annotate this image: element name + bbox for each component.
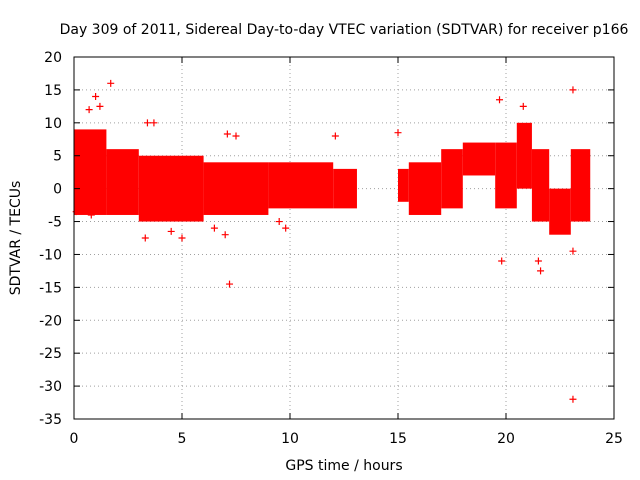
data-point [275,218,283,226]
data-point [221,231,229,239]
data-point [150,119,158,127]
dense-point-band [138,155,204,222]
data-point [498,257,506,265]
y-tick-label: -5 [48,215,62,231]
tick-layer: 0 5 10 15 20 25 -35 -30 -25 -20 -15 -10 -5 0 5 10 15 20 [39,50,623,447]
y-axis-title: SDTVAR / TECUs [8,181,24,296]
y-tick-label: 15 [44,83,62,99]
data-point [282,224,290,232]
y-tick-label: -35 [39,412,62,428]
data-point [226,280,234,288]
data-point [143,119,151,127]
data-point [569,86,577,94]
dense-point-band [516,122,532,189]
y-tick-label: -30 [39,379,62,395]
data-point [87,211,95,219]
dense-point-band [549,188,571,235]
dense-point-band [408,162,442,215]
data-point [537,267,545,275]
grid-layer [74,57,614,419]
dense-point-band [74,129,107,215]
y-tick-label: 0 [53,182,62,198]
x-axis-title: GPS time / hours [285,458,402,474]
dense-point-band [570,149,591,222]
data-point [519,102,527,110]
x-tick-label: 0 [70,431,79,447]
data-point [85,106,93,114]
data-point [178,234,186,242]
y-tick-label: -20 [39,313,62,329]
data-point [92,92,100,100]
dense-point-band [203,162,269,215]
data-point [569,395,577,403]
dense-point-band [462,142,496,176]
x-tick-label: 15 [389,431,407,447]
y-tick-label: 5 [53,149,62,165]
y-tick-label: -25 [39,346,62,362]
dense-point-band [106,149,139,215]
dense-point-band [398,168,409,202]
dense-point-band [441,149,463,209]
x-tick-label: 5 [178,431,187,447]
dense-point-band [333,168,357,209]
y-tick-label: -10 [39,247,62,263]
data-point [232,132,240,140]
data-point [331,132,339,140]
plot-frame [73,56,615,420]
dense-point-band [268,162,334,209]
data-point [210,224,218,232]
x-tick-label: 25 [605,431,623,447]
x-tick-label: 10 [281,431,299,447]
data-point [107,79,115,87]
data-point [534,257,542,265]
y-tick-label: 10 [44,116,62,132]
data-point [74,132,82,140]
dense-point-band [531,149,550,222]
data-point [96,102,104,110]
dense-point-band [495,142,517,209]
y-tick-label: 20 [44,50,62,66]
x-tick-label: 20 [497,431,515,447]
data-point [569,247,577,255]
chart-title: Day 309 of 2011, Sidereal Day-to-day VTE… [60,22,629,38]
data-point [496,96,504,104]
data-point [141,234,149,242]
data-point [394,129,402,137]
y-tick-label: -15 [39,280,62,296]
data-point [223,130,231,138]
data-layer [72,79,591,403]
data-point [167,227,175,235]
